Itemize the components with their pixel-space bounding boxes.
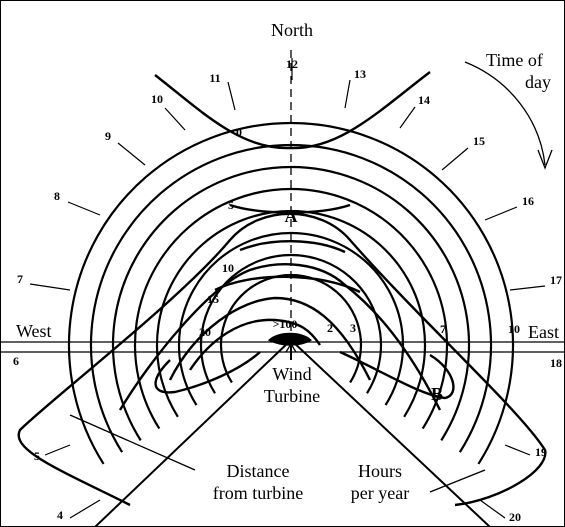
contour-label: 10 [222, 261, 234, 275]
distance-label: from turbine [213, 483, 303, 503]
hour-label: 12 [286, 57, 298, 71]
distance-pointer [69, 414, 196, 471]
hours-label: Hours [358, 461, 402, 481]
hour-label: 7 [17, 272, 23, 286]
north-label: North [271, 20, 313, 40]
contours [17, 71, 547, 507]
point-b: B [431, 384, 443, 404]
contour [239, 240, 346, 254]
west-label: West [16, 321, 52, 341]
hour-tick [504, 444, 531, 456]
turbine-label: Turbine [264, 386, 320, 406]
turbine-label: Wind [272, 364, 311, 384]
hour-tick [69, 499, 101, 519]
time-of-day-label: day [525, 72, 551, 92]
pointers [69, 61, 553, 493]
hour-tick [479, 499, 506, 519]
time-arrow-head [537, 149, 553, 170]
distance-arc [111, 165, 471, 441]
contour-5 [229, 203, 351, 214]
hour-tick [29, 283, 71, 291]
hour-ticks [29, 58, 546, 519]
shadow-edge [290, 339, 491, 527]
axes [0, 50, 565, 527]
hour-label: 11 [209, 71, 220, 85]
contour-15 [168, 296, 372, 381]
contour-label: 7 [440, 322, 446, 336]
contour [214, 275, 361, 294]
contour-label: 0 [236, 125, 242, 139]
contour-label: 2 [327, 321, 333, 335]
contour [339, 350, 455, 400]
time-of-day-label: Time of [486, 50, 543, 70]
shadow-edge [94, 339, 292, 527]
turbine-arrow-head [285, 342, 297, 353]
hour-label: 17 [550, 273, 562, 287]
contour-label: 15 [207, 292, 219, 306]
hour-label: 4 [57, 508, 63, 522]
hour-tick [227, 81, 236, 111]
contour-label: 3 [350, 321, 356, 335]
distance-arc [67, 121, 515, 465]
hour-label: 14 [418, 93, 430, 107]
contour-10 [118, 263, 442, 411]
hour-label: 5 [34, 449, 40, 463]
hour-tick [44, 444, 71, 456]
contour-label: >100 [273, 317, 298, 331]
hours-label: per year [351, 483, 409, 503]
point-a: A [285, 206, 298, 226]
distance-arc [155, 209, 427, 418]
distance-arc [219, 273, 363, 384]
hour-tick [441, 147, 469, 171]
hour-tick [344, 79, 351, 109]
contour-label: 20 [199, 325, 211, 339]
contour [154, 351, 261, 394]
hour-label: 8 [54, 189, 60, 203]
east-label: East [528, 322, 559, 342]
hour-label: 13 [354, 67, 366, 81]
hour-tick [164, 107, 186, 131]
contour-label: 5 [228, 198, 234, 212]
contour-20 [189, 318, 321, 371]
hour-label: 16 [522, 194, 534, 208]
contour-5 [17, 212, 547, 507]
hour-tick [484, 206, 518, 221]
hour-tick [509, 285, 546, 291]
hours-pointer [429, 469, 486, 493]
distance-label: Distance [227, 461, 290, 481]
hour-tick [399, 106, 416, 129]
hour-label: 15 [473, 134, 485, 148]
hour-tick [117, 142, 146, 166]
hour-label: 20 [509, 510, 521, 524]
contour-label: 10 [508, 322, 520, 336]
labels: 4 5 6 7 8 9 10 11 12 13 14 15 16 17 18 19 20 0 5 10 15 20 >100… [13, 20, 562, 524]
hour-label: 10 [151, 92, 163, 106]
hour-label: 9 [105, 129, 111, 143]
hour-label: 19 [535, 445, 547, 459]
time-arrow [464, 61, 546, 166]
hour-label: 6 [13, 354, 19, 368]
distance-arc [89, 143, 493, 453]
turbine-core [267, 332, 313, 346]
distance-arcs [67, 121, 515, 465]
hour-tick [67, 201, 101, 216]
distance-arc [177, 231, 405, 406]
contour-0 [154, 71, 431, 150]
hour-label: 18 [550, 356, 562, 370]
